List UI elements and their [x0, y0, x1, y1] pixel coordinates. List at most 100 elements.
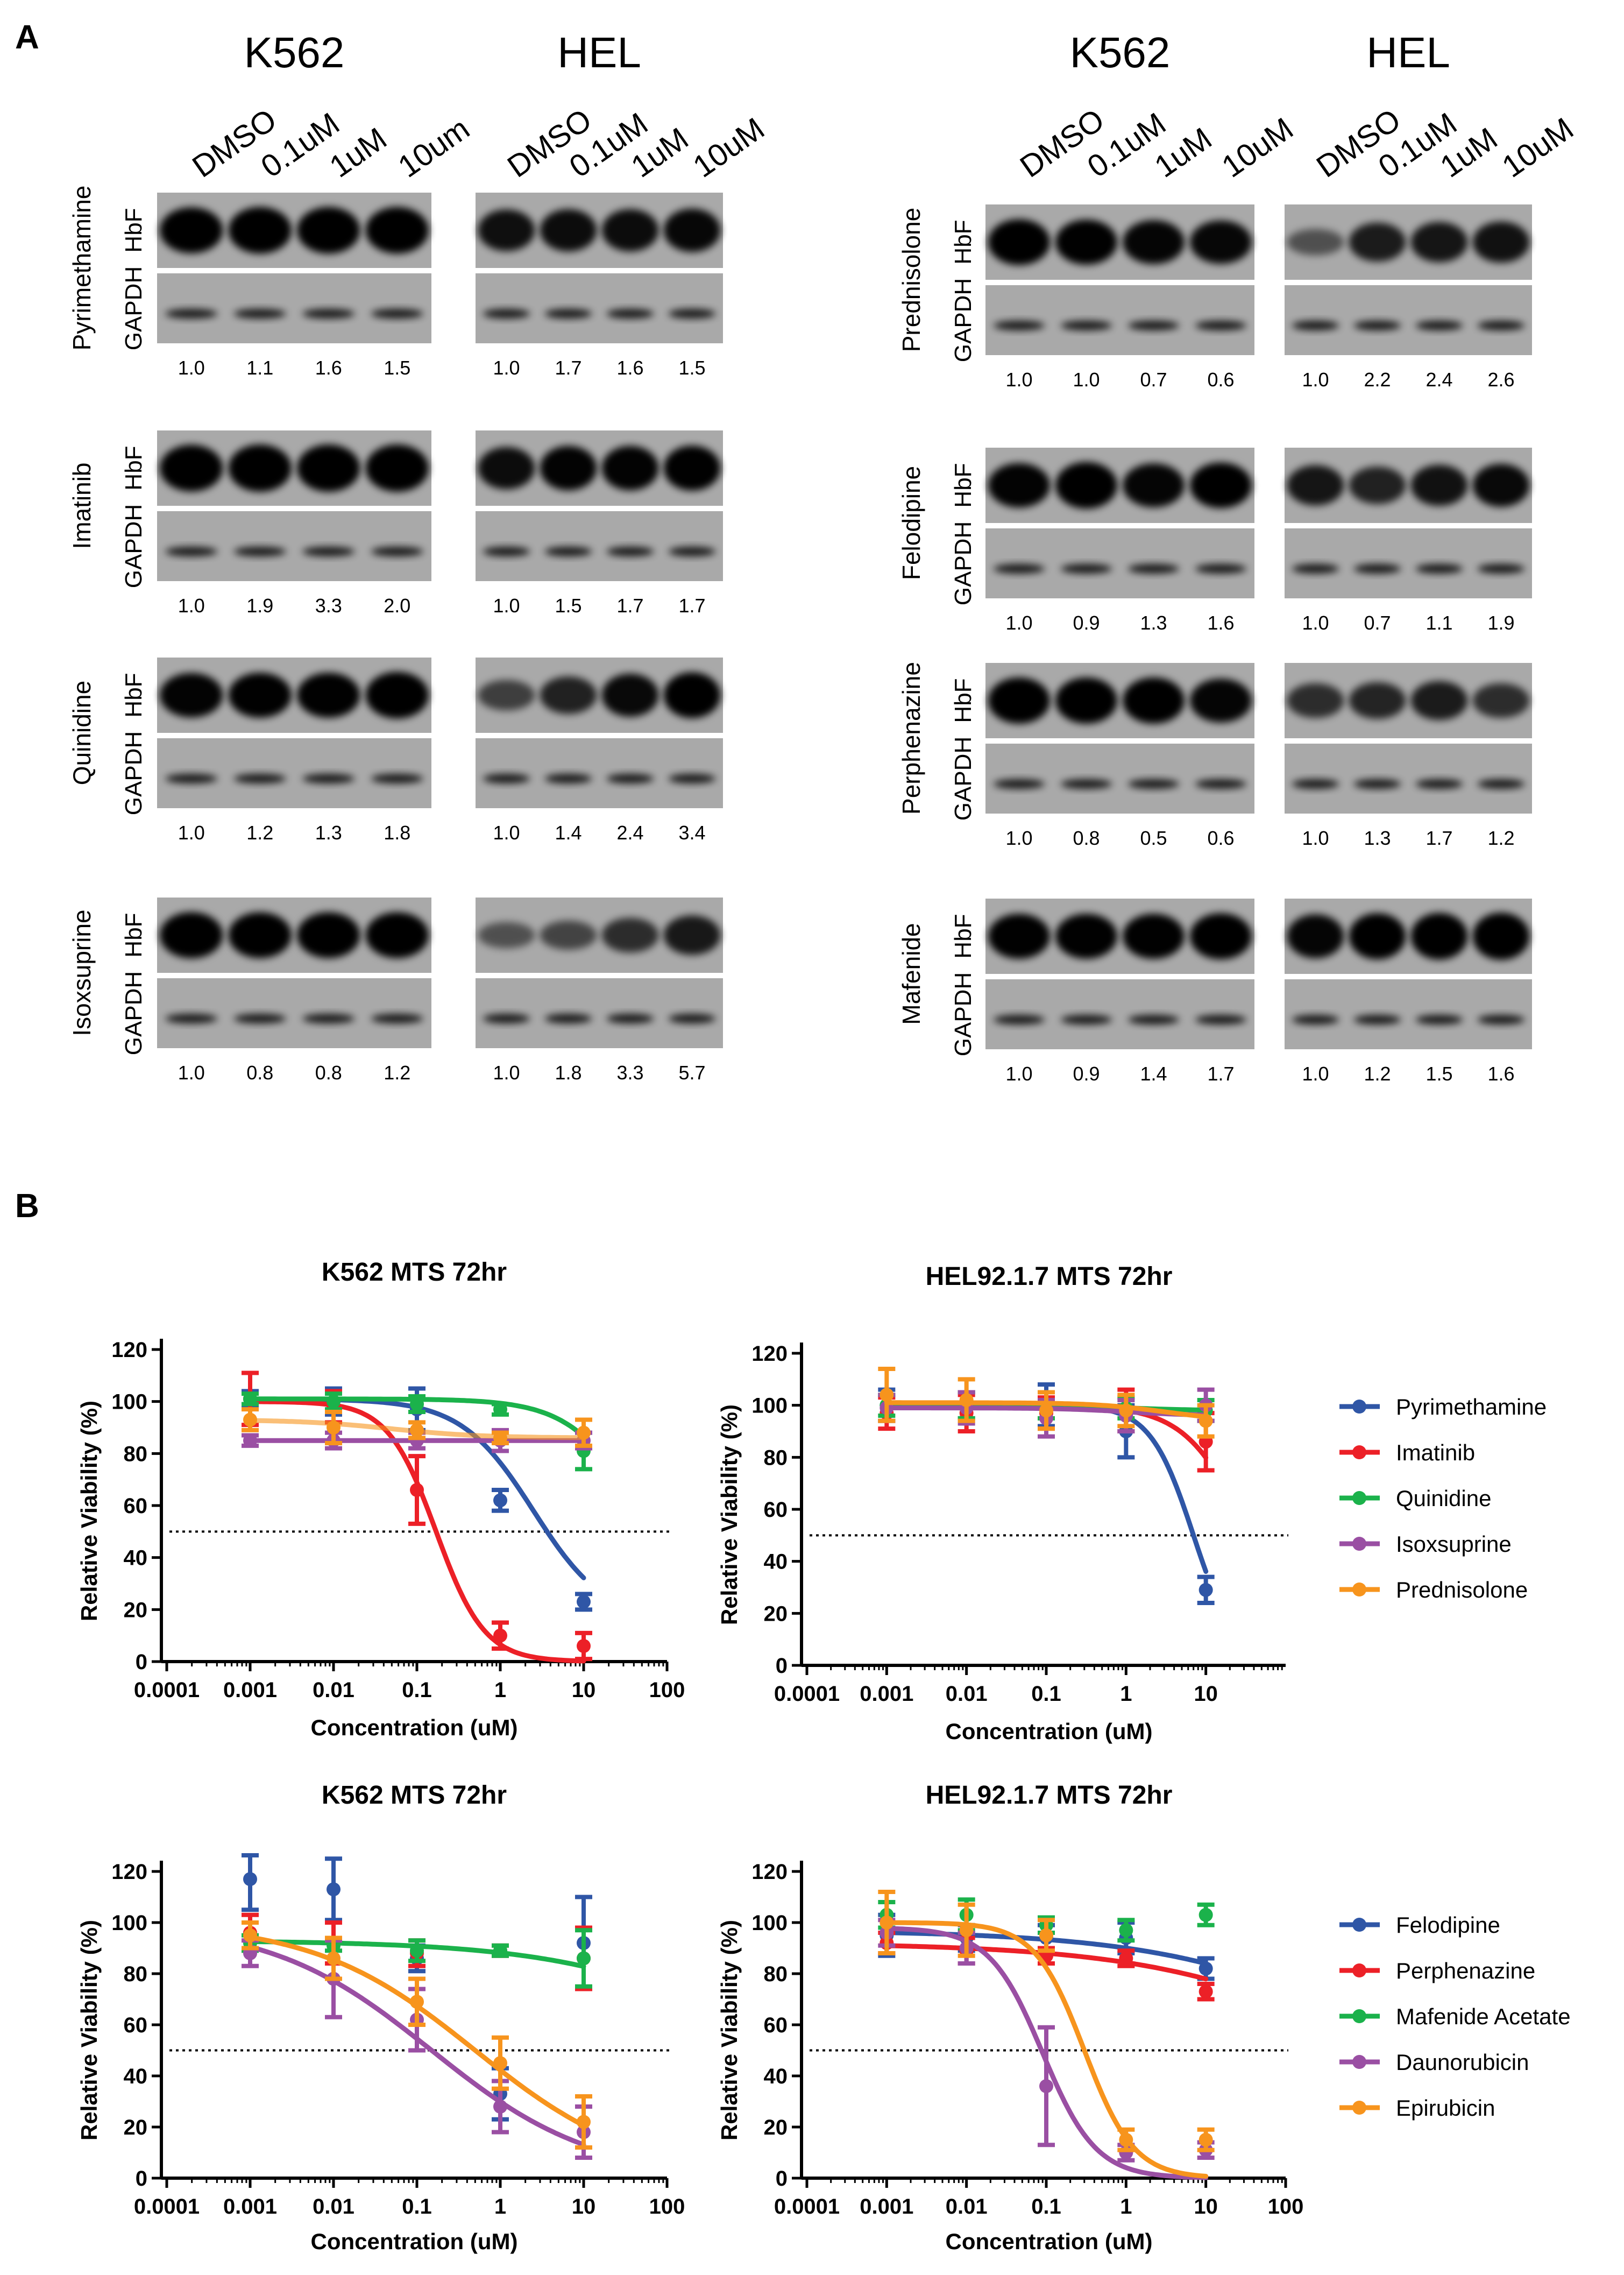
hbf-band	[1123, 914, 1185, 959]
y-axis-label: Relative Viability (%)	[717, 1404, 742, 1625]
gapdh-band	[371, 309, 423, 319]
gapdh-blot	[985, 285, 1254, 355]
hbf-band	[478, 209, 535, 251]
ratio-value: 0.8	[315, 1062, 342, 1084]
data-point	[959, 1944, 974, 1958]
data-point	[959, 1398, 974, 1412]
y-tick-label: 40	[124, 1546, 148, 1570]
ratio-value: 1.8	[555, 1062, 581, 1084]
y-tick-label: 120	[751, 1860, 788, 1884]
gapdh-band-label: GAPDH	[120, 971, 147, 1055]
data-point	[1119, 1403, 1133, 1418]
ratio-value: 1.0	[1302, 612, 1329, 634]
hbf-band	[160, 444, 223, 492]
legend-label: Epirubicin	[1396, 2095, 1495, 2121]
hbf-band	[1349, 682, 1406, 719]
x-tick-label: 0.1	[402, 1678, 432, 1702]
x-tick-label: 0.001	[223, 1678, 277, 1702]
x-tick-label: 0.1	[1031, 1682, 1061, 1706]
fit-curve	[884, 1926, 1209, 2180]
data-point	[577, 1425, 591, 1440]
data-point	[880, 1401, 894, 1415]
ratio-value: 2.0	[384, 595, 410, 617]
data-point	[493, 1944, 507, 1958]
gapdh-band	[606, 309, 654, 319]
gapdh-band	[165, 547, 218, 556]
gapdh-band	[483, 1014, 530, 1023]
drug-label: Quinidine	[68, 681, 96, 785]
ratio-value: 2.2	[1364, 369, 1391, 391]
data-point	[959, 1907, 974, 1922]
cell-line-header: K562	[244, 29, 345, 76]
data-point	[1199, 2143, 1213, 2157]
series-imatinib	[878, 1387, 1215, 1473]
ratio-value: 1.7	[678, 595, 705, 617]
hbf-band-label: HbF	[120, 208, 147, 252]
y-tick-label: 20	[124, 2116, 148, 2139]
gapdh-band	[994, 1015, 1045, 1025]
x-tick-label: 0.0001	[134, 2195, 200, 2219]
series-isoxsuprine	[878, 1387, 1215, 1439]
data-point	[577, 1639, 591, 1653]
legend-label: Mafenide Acetate	[1396, 2004, 1571, 2029]
chart-title: K562 MTS 72hr	[322, 1781, 507, 1810]
hbf-band	[1410, 222, 1468, 263]
gapdh-band	[483, 309, 530, 319]
ratio-value: 1.0	[493, 1062, 520, 1084]
data-point	[327, 1421, 341, 1435]
hbf-band	[1055, 462, 1117, 509]
viability-chart: HEL92.1.7 MTS 72hr Concentration (uM) Rela…	[717, 1262, 1547, 1744]
x-tick-label: 1	[494, 1678, 506, 1702]
fit-curve	[247, 1396, 586, 1580]
data-point	[577, 1594, 591, 1609]
gapdh-band	[668, 1014, 716, 1023]
data-point	[410, 1397, 424, 1411]
data-point	[493, 1431, 507, 1445]
hbf-blot	[476, 430, 723, 506]
fit-curve	[884, 1943, 1209, 1982]
ratio-value: 1.1	[246, 357, 273, 379]
series-quinidine	[878, 1390, 1215, 1423]
legend-label: Quinidine	[1396, 1486, 1491, 1511]
ratio-value: 3.4	[678, 822, 705, 844]
gapdh-band	[668, 309, 716, 319]
ratio-value: 1.2	[1487, 827, 1514, 849]
ratio-value: 2.6	[1487, 369, 1514, 391]
y-tick-label: 100	[111, 1390, 147, 1414]
hbf-band-label: HbF	[120, 673, 147, 717]
drug-label: Isoxsuprine	[68, 909, 96, 1036]
data-point	[1039, 1398, 1053, 1412]
data-point	[410, 2012, 424, 2027]
hbf-blot	[1285, 663, 1532, 738]
ratio-value: 1.0	[493, 357, 520, 379]
gapdh-band	[483, 774, 530, 783]
data-point	[880, 1926, 894, 1940]
ratio-value: 0.9	[1073, 1063, 1100, 1085]
ratio-value: 1.5	[678, 357, 705, 379]
data-point	[493, 1944, 507, 1958]
x-tick-label: 0.01	[313, 2195, 354, 2219]
data-point	[1039, 1403, 1053, 1418]
data-point	[880, 1398, 894, 1412]
gapdh-band	[1061, 779, 1112, 789]
fit-curve	[884, 1400, 1209, 1419]
ratio-value: 3.3	[616, 1062, 643, 1084]
data-point	[1039, 1931, 1053, 1945]
hbf-blot	[1285, 899, 1532, 974]
data-point	[243, 1412, 257, 1427]
gapdh-band	[544, 309, 592, 319]
data-point	[493, 1433, 507, 1448]
data-point	[410, 1951, 424, 1966]
hbf-band	[160, 207, 223, 253]
data-point	[243, 1946, 257, 1960]
gapdh-blot	[476, 978, 723, 1048]
legend-label: Perphenazine	[1396, 1958, 1535, 1983]
hbf-band	[663, 208, 721, 252]
gapdh-band	[668, 547, 716, 556]
x-tick-label: 10	[572, 1678, 596, 1702]
data-point	[880, 1398, 894, 1412]
data-point	[577, 1951, 591, 1966]
y-tick-label: 20	[124, 1598, 148, 1622]
gapdh-band	[994, 564, 1045, 574]
y-tick-label: 100	[751, 1394, 788, 1418]
